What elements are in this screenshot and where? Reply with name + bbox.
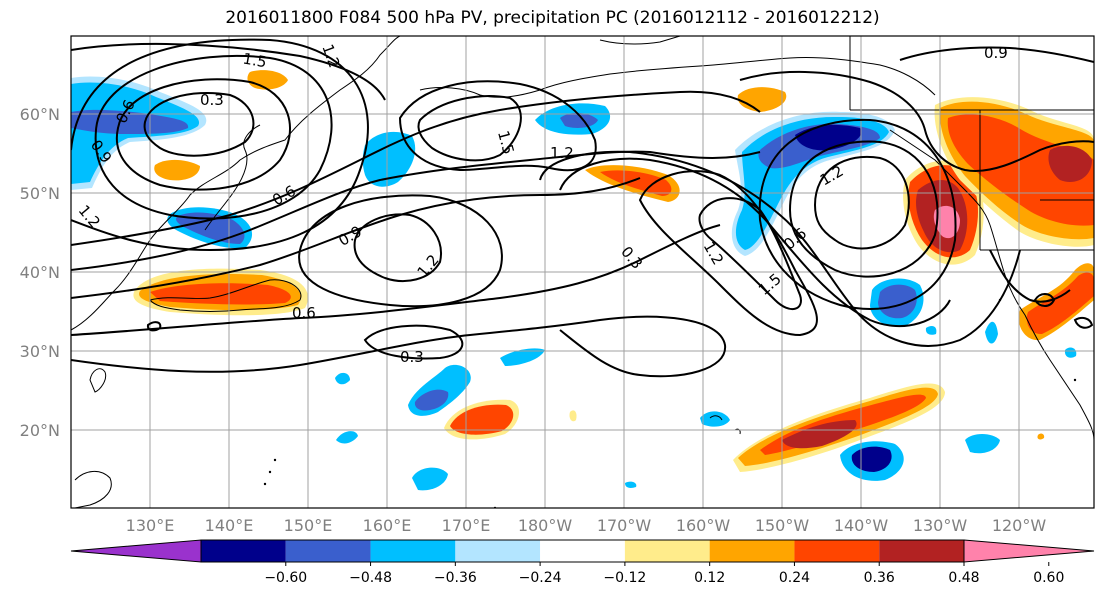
contour-low-east-0.9 <box>758 118 957 310</box>
contour-0.9-band <box>71 177 641 299</box>
map-frame <box>70 35 1095 509</box>
lat-label-20n: 20°N <box>20 421 60 440</box>
lon-label: 120°W <box>992 516 1047 535</box>
colorbar-box <box>370 540 456 562</box>
lon-label: 140°W <box>834 516 889 535</box>
lat-label-60n: 60°N <box>20 105 60 124</box>
lon-label: 150°W <box>755 516 810 535</box>
contour-1.5-north <box>417 95 522 162</box>
contour-label: 0.9 <box>984 44 1008 62</box>
colorbar-tick-label: −0.36 <box>434 570 477 586</box>
colorbar-box <box>879 540 964 562</box>
pv-contours <box>71 38 1094 378</box>
contour-label: 0.3 <box>200 91 224 109</box>
contour-1.2-west <box>71 38 369 252</box>
lon-label: 140°E <box>205 516 254 535</box>
contour-0.9-low-center <box>298 194 503 308</box>
contour-label: 1.2 <box>550 144 574 162</box>
gridlines <box>71 36 1094 508</box>
contour-0.3-east <box>989 249 1071 303</box>
contour-1.5-band <box>71 90 761 246</box>
contour-0.9-northeast <box>899 46 1094 63</box>
colorbar-labels: −0.60 −0.48 −0.36 −0.24 −0.12 0.12 0.24 0.36 0.4… <box>264 562 1064 586</box>
contour-trough-0.6 <box>559 157 951 328</box>
lon-label: 130°E <box>126 516 175 535</box>
contour-1.2-low-center <box>353 213 442 282</box>
lon-label: 170°E <box>442 516 491 535</box>
contour-0.6-band <box>71 224 721 336</box>
map-title: 2016011800 F084 500 hPa PV, precipitatio… <box>225 8 880 28</box>
contour-0.3-low-ne <box>363 324 464 360</box>
contour-0.9-west <box>94 54 333 220</box>
contour-1.2-northeast <box>739 71 1094 172</box>
contour-1.5-west <box>71 42 386 101</box>
colorbar-box <box>624 540 710 562</box>
colorbar-box <box>709 540 795 562</box>
lon-label: 160°W <box>676 516 731 535</box>
colorbar-tick-label: 0.48 <box>948 570 979 586</box>
contour-label: 0.3 <box>400 348 424 366</box>
contour-1.2-north <box>398 80 597 172</box>
colorbar-frame <box>200 539 965 563</box>
lon-label: 170°W <box>597 516 652 535</box>
colorbar-box <box>285 540 371 562</box>
contour-trough-0.3 <box>539 150 1021 347</box>
colorbar-tick-label: 0.24 <box>779 570 810 586</box>
lon-label: 160°E <box>363 516 412 535</box>
latitude-labels: 60°N 50°N 40°N 30°N 20°N <box>20 105 60 440</box>
colorbar-tick-label: −0.12 <box>603 570 646 586</box>
colorbar-tick-label: 0.60 <box>1033 570 1064 586</box>
colorbar-tick-label: 0.36 <box>864 570 895 586</box>
colorbar <box>70 539 1095 563</box>
colorbar-box <box>794 540 880 562</box>
lon-label: 130°W <box>913 516 968 535</box>
lat-label-50n: 50°N <box>20 184 60 203</box>
contour-0.6-west <box>115 78 291 191</box>
contour-label: 0.6 <box>292 304 316 322</box>
colorbar-tick-label: −0.48 <box>349 570 392 586</box>
colorbar-box <box>201 540 286 562</box>
longitude-labels: 130°E 140°E 150°E 160°E 170°E 180°W 170°… <box>126 516 1047 535</box>
lon-label: 180°W <box>518 516 573 535</box>
contour-0.3-subtropics <box>71 315 727 378</box>
colorbar-tick-label: −0.24 <box>519 570 562 586</box>
contour-low-east-inner <box>813 155 910 250</box>
lat-label-30n: 30°N <box>20 342 60 361</box>
contour-trough-1.5 <box>698 197 802 310</box>
contour-0.3-low-west <box>143 92 255 157</box>
colorbar-tick-label: 0.12 <box>694 570 725 586</box>
lon-label: 150°E <box>284 516 333 535</box>
contour-label: 1.5 <box>241 50 268 72</box>
contour-1.2-band <box>71 150 761 271</box>
lat-label-40n: 40°N <box>20 263 60 282</box>
colorbar-extend-low <box>70 539 202 563</box>
colorbar-tick-label: −0.60 <box>264 570 307 586</box>
colorbar-box <box>540 540 625 562</box>
contour-label: 1.5 <box>494 129 518 157</box>
colorbar-box <box>455 540 541 562</box>
colorbar-extend-high <box>963 539 1095 563</box>
